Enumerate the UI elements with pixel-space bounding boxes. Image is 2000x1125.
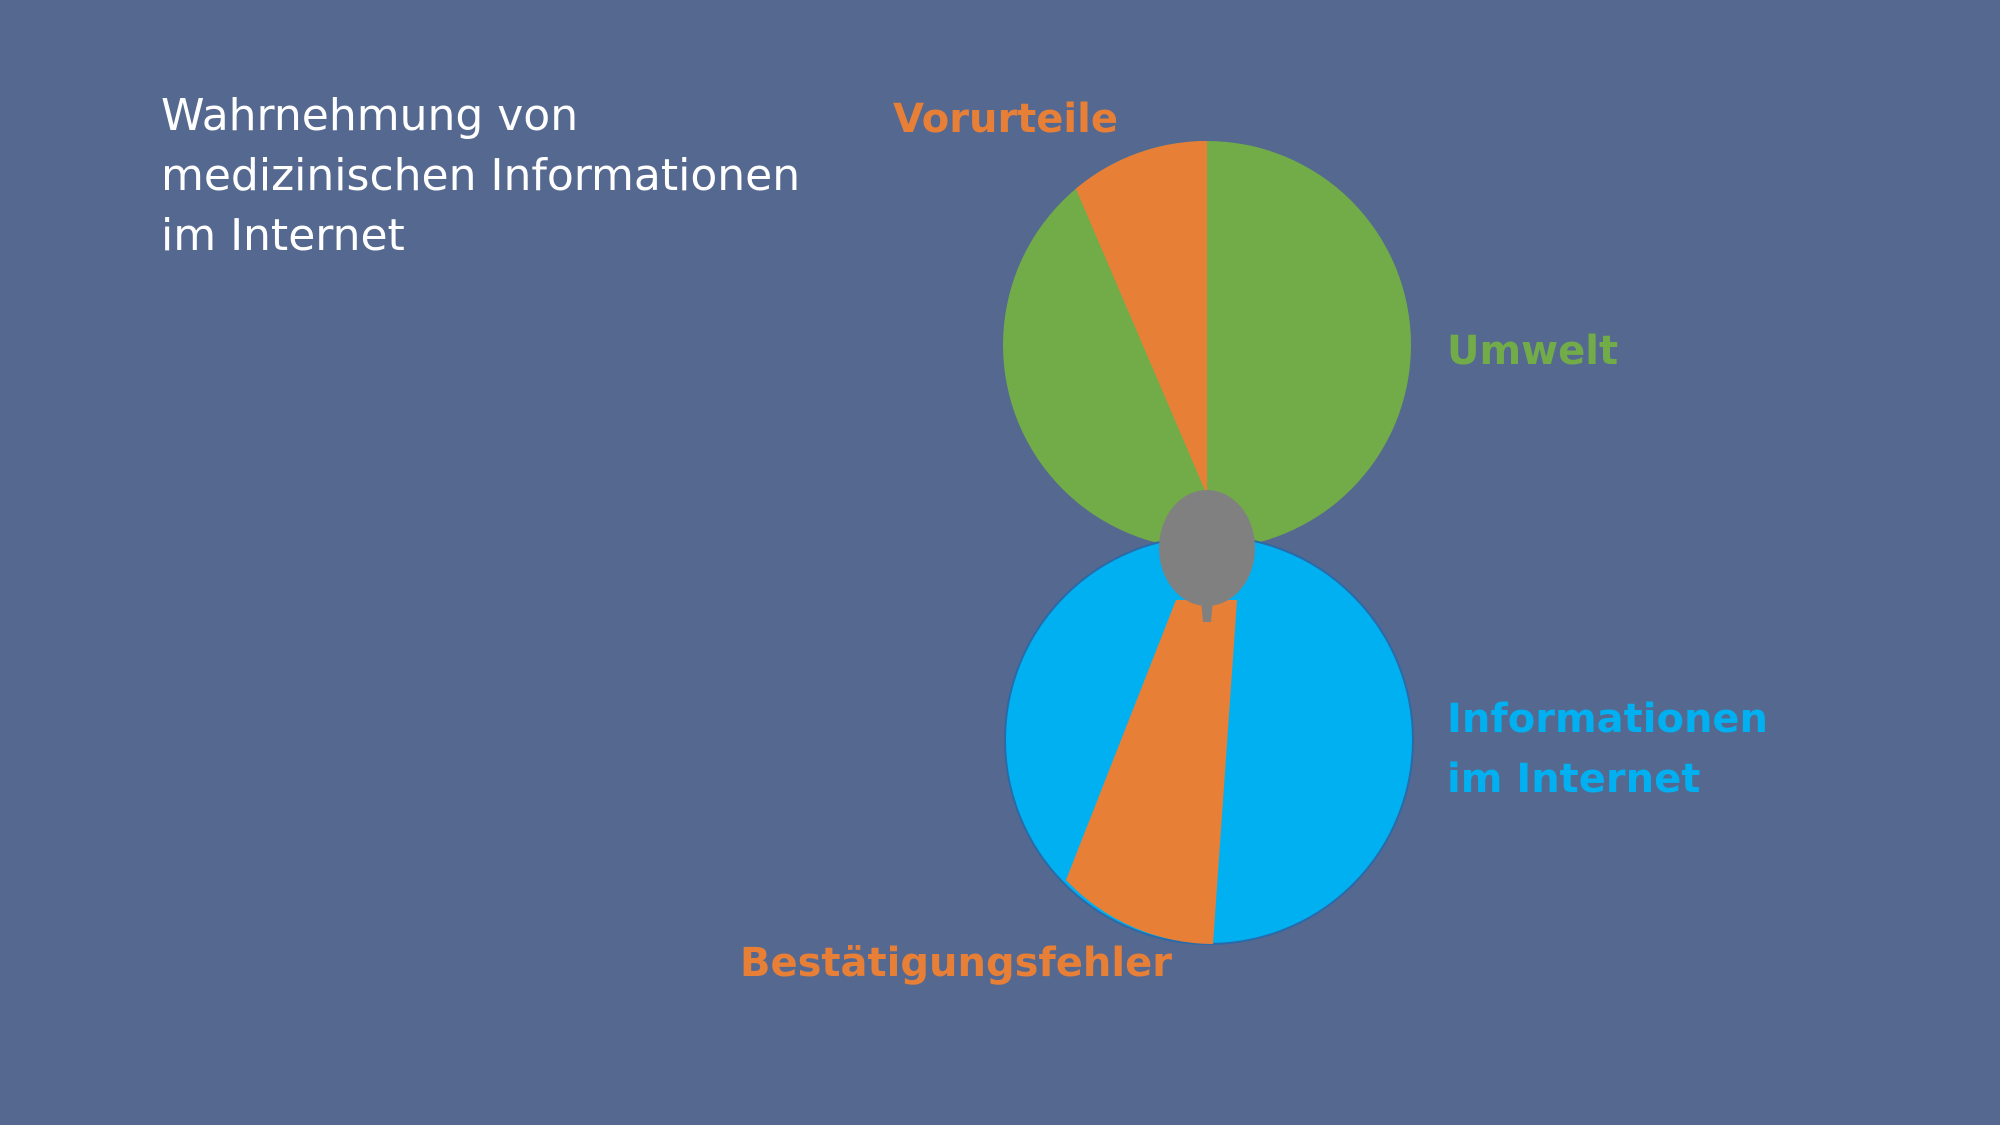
label-umwelt: Umwelt [1447,328,1619,374]
lower-pie-bestaetigungsfehler-slice [1066,600,1237,944]
label-bestaetigungsfehler: Bestätigungsfehler [740,940,1172,986]
balloon-knot-icon [1159,490,1255,622]
title-line-2: medizinischen Informationen [161,150,801,201]
label-vorurteile: Vorurteile [893,96,1118,142]
upper-pie-vorurteile-slice [1075,141,1207,495]
title-line-3: im Internet [161,210,405,261]
label-informationen-line-1: Informationen [1447,696,1769,742]
label-informationen-line-2: im Internet [1447,756,1701,802]
page-title: Wahrnehmung von medizinischen Informatio… [161,86,841,266]
label-informationen: Informationen im Internet [1447,689,1768,809]
title-line-1: Wahrnehmung von [161,90,579,141]
upper-pie [1003,141,1411,549]
lower-pie [1004,535,1414,945]
